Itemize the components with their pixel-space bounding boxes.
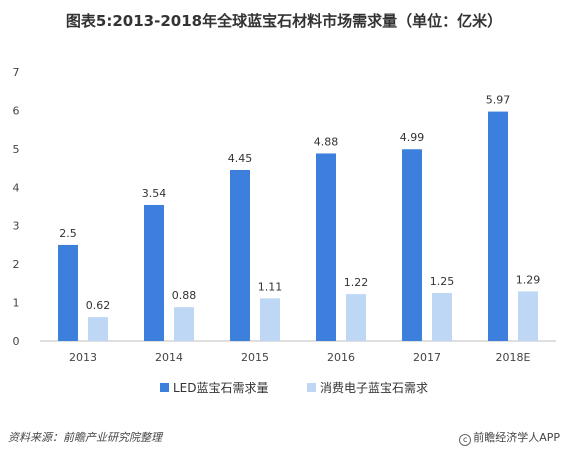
- data-label: 1.11: [258, 280, 283, 293]
- data-label: 2.5: [59, 227, 77, 240]
- source-note: 资料来源：前瞻产业研究院整理: [8, 431, 162, 444]
- bar-led: [488, 111, 508, 342]
- data-label: 0.88: [172, 289, 197, 302]
- bar-led: [144, 204, 164, 341]
- y-tick-label: 6: [13, 104, 20, 117]
- bar-led: [316, 153, 336, 341]
- legend-label: 消费电子蓝宝石需求: [320, 381, 428, 395]
- data-label: 1.25: [430, 275, 455, 288]
- bar-consumer: [346, 294, 366, 341]
- y-tick-label: 4: [13, 181, 20, 194]
- data-label: 5.97: [486, 94, 511, 107]
- y-tick-label: 0: [13, 335, 20, 348]
- data-label: 4.45: [228, 152, 253, 165]
- data-label: 4.88: [314, 135, 339, 148]
- bar-consumer: [174, 307, 194, 341]
- x-tick-label: 2014: [155, 351, 183, 364]
- legend-swatch: [307, 383, 316, 392]
- bar-consumer: [432, 292, 452, 341]
- bar-led: [58, 244, 78, 341]
- y-tick-label: 7: [13, 66, 20, 79]
- chart-title: 图表5:2013-2018年全球蓝宝石材料市场需求量（单位：亿米）: [65, 12, 503, 30]
- x-tick-label: 2016: [327, 351, 355, 364]
- bar-led: [230, 169, 250, 341]
- brand-text: 前瞻经济学人APP: [473, 431, 560, 444]
- data-label: 1.29: [516, 273, 541, 286]
- legend-swatch: [160, 383, 169, 392]
- copyright-icon: c: [459, 434, 472, 446]
- legend-label: LED蓝宝石需求量: [173, 381, 269, 395]
- x-tick-label: 2015: [241, 351, 269, 364]
- x-tick-label: 2013: [69, 351, 97, 364]
- bar-consumer: [88, 317, 108, 341]
- y-tick-label: 3: [13, 220, 20, 233]
- y-tick-label: 2: [13, 258, 20, 271]
- data-label: 0.62: [86, 299, 111, 312]
- y-tick-label: 1: [13, 297, 20, 310]
- data-label: 3.54: [142, 187, 167, 200]
- bar-consumer: [518, 291, 538, 341]
- bar-consumer: [260, 298, 280, 341]
- data-label: 4.99: [400, 131, 425, 144]
- brand-label: c 前瞻经济学人APP: [459, 429, 560, 446]
- x-tick-label: 2018E: [496, 351, 531, 364]
- bar-led: [402, 149, 422, 341]
- x-tick-label: 2017: [413, 351, 441, 364]
- y-tick-label: 5: [13, 143, 20, 156]
- data-label: 1.22: [344, 276, 369, 289]
